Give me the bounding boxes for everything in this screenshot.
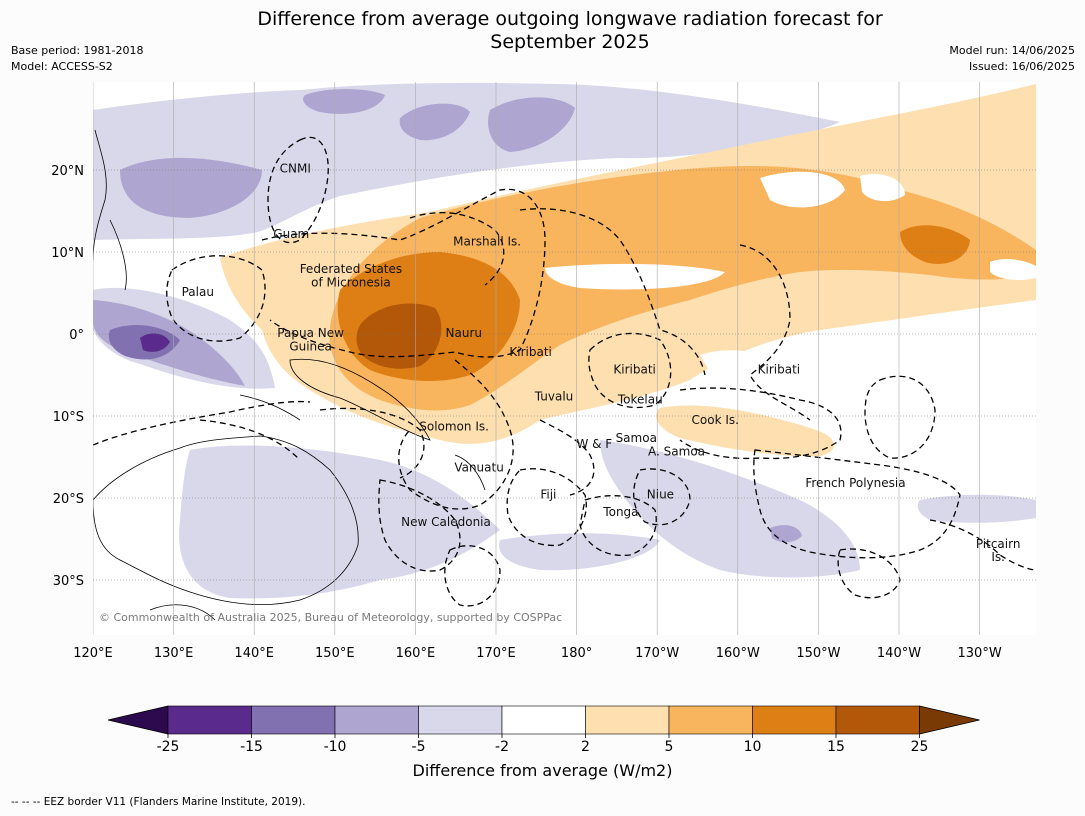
map-title: Difference from average outgoing longwav… [0,8,1085,54]
model-run: Model run: 14/06/2025 [949,44,1075,57]
region-label: CNMI [280,161,311,175]
lat-tick-label: 20°N [51,164,84,179]
copyright-notice: © Commonwealth of Australia 2025, Bureau… [99,611,562,624]
region-label: Samoa [616,431,657,445]
gridlines [93,82,1036,635]
lon-tick-label: 140°E [234,646,274,661]
region-label: Guinea [289,339,332,353]
region-label: Cook Is. [692,413,739,427]
lat-tick-label: 10°N [51,246,84,261]
lon-tick-label: 160°E [396,646,436,661]
lon-tick-label: 150°E [315,646,355,661]
region-label: New Caledonia [401,515,491,529]
eez-borders [93,136,1036,607]
colorbar-tick-label: 5 [665,739,674,755]
region-label: Guam [273,227,309,241]
lon-tick-label: 120°E [73,646,113,661]
colorbar-label: Difference from average (W/m2) [412,761,673,780]
colorbar-extend-high [919,705,980,735]
region-label: Solomon Is. [419,420,489,434]
region-label: W & F [576,437,612,451]
lat-tick-label: 30°S [53,574,84,589]
region-label: of Micronesia [311,275,391,289]
region-label: Kiribati [509,345,551,359]
region-label: French Polynesia [805,476,905,490]
negative-anomaly-fields [93,82,1036,599]
colorbar: -25 -15 -10 -5 -2 2 5 10 15 25 [107,705,980,755]
region-label: A. Samoa [648,444,705,458]
meta-left: Base period: 1981-2018 Model: ACCESS-S2 [11,43,143,75]
lon-tick-label: 160°W [716,646,760,661]
colorbar-segment [251,705,336,735]
colorbar-tick-label: 15 [827,739,845,755]
region-label: Papua New [277,326,344,340]
colorbar-segment [501,705,586,735]
region-label: Kiribati [758,362,800,376]
region-label: Fiji [540,488,556,502]
region-label: Nauru [446,326,482,340]
colorbar-extend-low [107,705,169,735]
colorbar-segment [752,705,837,735]
coastlines [93,129,486,621]
region-label: Kiribati [613,362,655,376]
region-label: Tokelau [617,393,663,407]
meta-right: Model run: 14/06/2025 Issued: 16/06/2025 [949,43,1075,75]
region-label: Vanuatu [454,461,504,475]
eez-footnote: -- -- -- EEZ border V11 (Flanders Marine… [11,796,306,808]
region-label: Is. [991,550,1005,564]
title-line-2: September 2025 [490,31,650,53]
region-label: Palau [182,285,214,299]
colorbar-tick-label: 2 [581,739,590,755]
colorbar-tick-label: -15 [240,739,263,755]
colorbar-segment [835,705,920,735]
lon-tick-label: 170°E [476,646,516,661]
colorbar-tick-label: 10 [744,739,762,755]
lat-tick-label: 10°S [53,410,84,425]
colorbar-tick-label: -25 [157,739,180,755]
region-label: Marshall Is. [453,234,521,248]
lon-tick-label: 150°W [796,646,840,661]
colorbar-tick-label: -10 [324,739,347,755]
colorbar-segment [585,705,670,735]
model-name: Model: ACCESS-S2 [11,60,113,73]
positive-anomaly-fields [220,84,1036,457]
region-label: Tuvalu [534,389,574,403]
colorbar-segment [418,705,503,735]
colorbar-tick-label: -5 [412,739,426,755]
region-label: Pitcairn [976,537,1021,551]
colorbar-tick-label: 25 [911,739,929,755]
lon-tick-label: 180° [561,646,592,661]
colorbar-segment [167,705,252,735]
base-period: Base period: 1981-2018 [11,44,144,57]
lon-tick-label: 170°W [635,646,679,661]
region-label: Tonga [602,505,638,519]
region-label: Federated States [300,262,402,276]
lon-tick-label: 140°W [877,646,921,661]
lon-tick-label: 130°E [154,646,194,661]
lat-tick-label: 20°S [53,492,84,507]
colorbar-tick-label: -2 [495,739,509,755]
issued-date: Issued: 16/06/2025 [968,60,1075,73]
title-line-1: Difference from average outgoing longwav… [257,8,883,30]
lon-tick-label: 130°W [958,646,1002,661]
colorbar-segment [334,705,419,735]
colorbar-segment [668,705,753,735]
axis-labels: 120°E 130°E 140°E 150°E 160°E 170°E 180° 170°W 1… [51,164,1002,661]
lat-tick-label: 0° [69,328,84,343]
region-label: Niue [647,488,674,502]
